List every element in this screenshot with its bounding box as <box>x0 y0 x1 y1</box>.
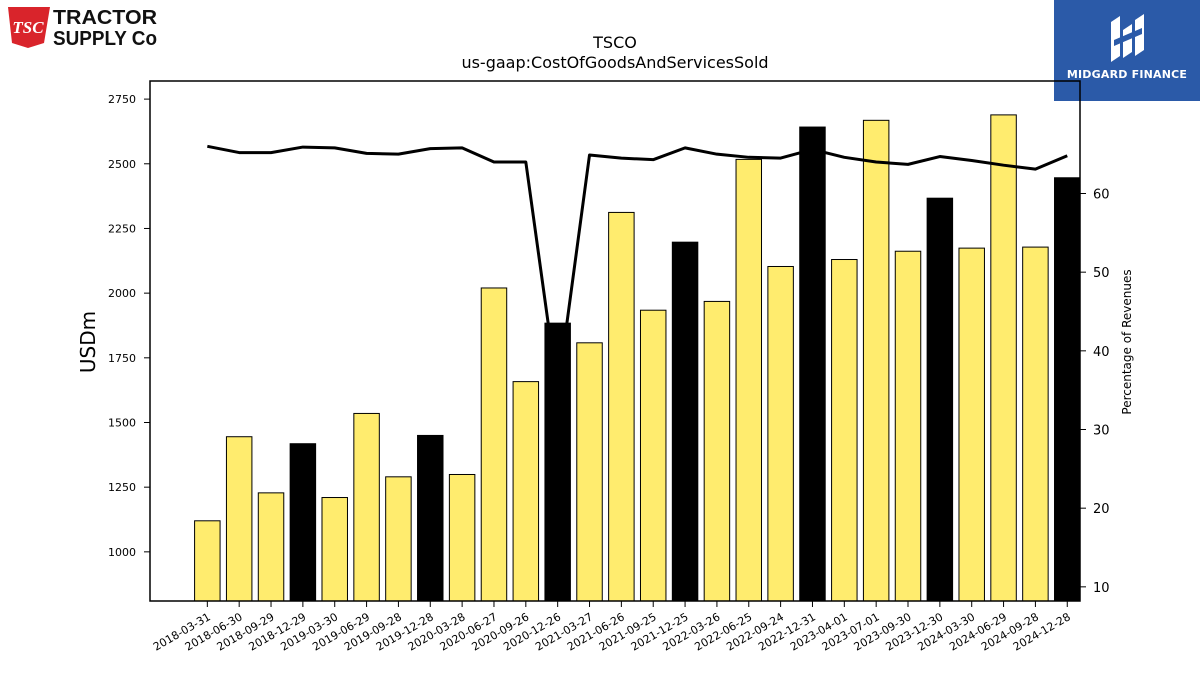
bar-2022-09-24 <box>767 265 794 602</box>
y2-tick-label-10: 10 <box>1093 581 1110 596</box>
y-tick-label-1500: 1500 <box>108 416 136 429</box>
percentage-of-revenues-line <box>207 144 1068 394</box>
y-tick-label-1750: 1750 <box>108 352 136 365</box>
bar-2023-04-01 <box>831 259 858 602</box>
y-axis-right: 10 20 30 40 50 60 <box>1080 187 1110 596</box>
bar-2020-09-26 <box>512 381 540 602</box>
bar-2020-12-26 <box>544 322 571 602</box>
bar-2020-03-28 <box>448 473 476 602</box>
bar-2023-12-30 <box>926 197 954 602</box>
bar-2024-06-29 <box>990 114 1017 602</box>
y-axis-left: 1000 1250 1500 1750 2000 2250 2500 2750 <box>108 93 150 559</box>
y2-tick-label-50: 50 <box>1093 266 1110 281</box>
tsc-badge-text: TSC <box>12 18 44 37</box>
bar-2019-06-29 <box>353 412 380 602</box>
bar-2021-09-25 <box>639 309 667 602</box>
bar-2024-03-30 <box>958 247 985 602</box>
y-tick-label-2500: 2500 <box>108 158 136 171</box>
bar-2022-03-26 <box>703 300 731 602</box>
bar-2018-03-31 <box>194 520 221 602</box>
plot-frame <box>149 80 1081 602</box>
bar-2021-06-26 <box>608 211 635 602</box>
y-tick-label-2250: 2250 <box>108 222 136 235</box>
y2-tick-label-60: 60 <box>1093 187 1110 202</box>
midgard-finance-wordmark: MIDGARD FINANCE <box>1066 68 1188 81</box>
tsc-badge-icon: TSC <box>8 7 50 48</box>
bar-2020-06-27 <box>480 287 508 602</box>
tractor-supply-logo: TSC TRACTOR SUPPLY Co <box>8 7 158 50</box>
bar-2024-12-28 <box>1054 177 1081 602</box>
tsc-wordmark-line2: SUPPLY Co <box>53 28 157 50</box>
bar-2023-09-30 <box>894 250 922 602</box>
y2-tick-label-30: 30 <box>1093 424 1110 439</box>
bar-2019-12-28 <box>417 434 444 602</box>
bar-2018-09-29 <box>257 492 285 602</box>
bar-2019-03-30 <box>321 497 348 602</box>
bar-2018-12-29 <box>289 443 317 602</box>
chart-title: TSCO <box>592 33 637 52</box>
midgard-emblem-icon <box>1111 14 1144 62</box>
line-group <box>207 144 1068 394</box>
bar-2022-12-31 <box>799 126 826 602</box>
bar-2021-12-25 <box>671 241 699 602</box>
y2-axis-label: Percentage of Revenues <box>1120 269 1134 414</box>
y2-tick-label-20: 20 <box>1093 502 1110 517</box>
y-tick-label-2000: 2000 <box>108 287 136 300</box>
y-tick-label-1000: 1000 <box>108 546 136 559</box>
tsc-wordmark-line1: TRACTOR <box>53 7 158 29</box>
y-axis-label: USDm <box>76 311 100 373</box>
chart-subtitle: us-gaap:CostOfGoodsAndServicesSold <box>461 53 768 72</box>
bar-2021-03-27 <box>576 342 603 602</box>
bars-group <box>194 114 1081 602</box>
bar-2024-09-28 <box>1022 246 1049 602</box>
bar-2018-06-30 <box>225 436 253 602</box>
bar-2022-06-25 <box>735 158 763 602</box>
y-tick-label-2750: 2750 <box>108 93 136 106</box>
y-tick-label-1250: 1250 <box>108 481 136 494</box>
bar-2019-09-28 <box>385 476 412 602</box>
bar-2023-07-01 <box>862 119 890 602</box>
x-axis: 2018-03-312018-06-302018-09-292018-12-29… <box>151 601 1073 654</box>
midgard-finance-logo: MIDGARD FINANCE <box>1054 0 1200 101</box>
y2-tick-label-40: 40 <box>1093 345 1110 360</box>
